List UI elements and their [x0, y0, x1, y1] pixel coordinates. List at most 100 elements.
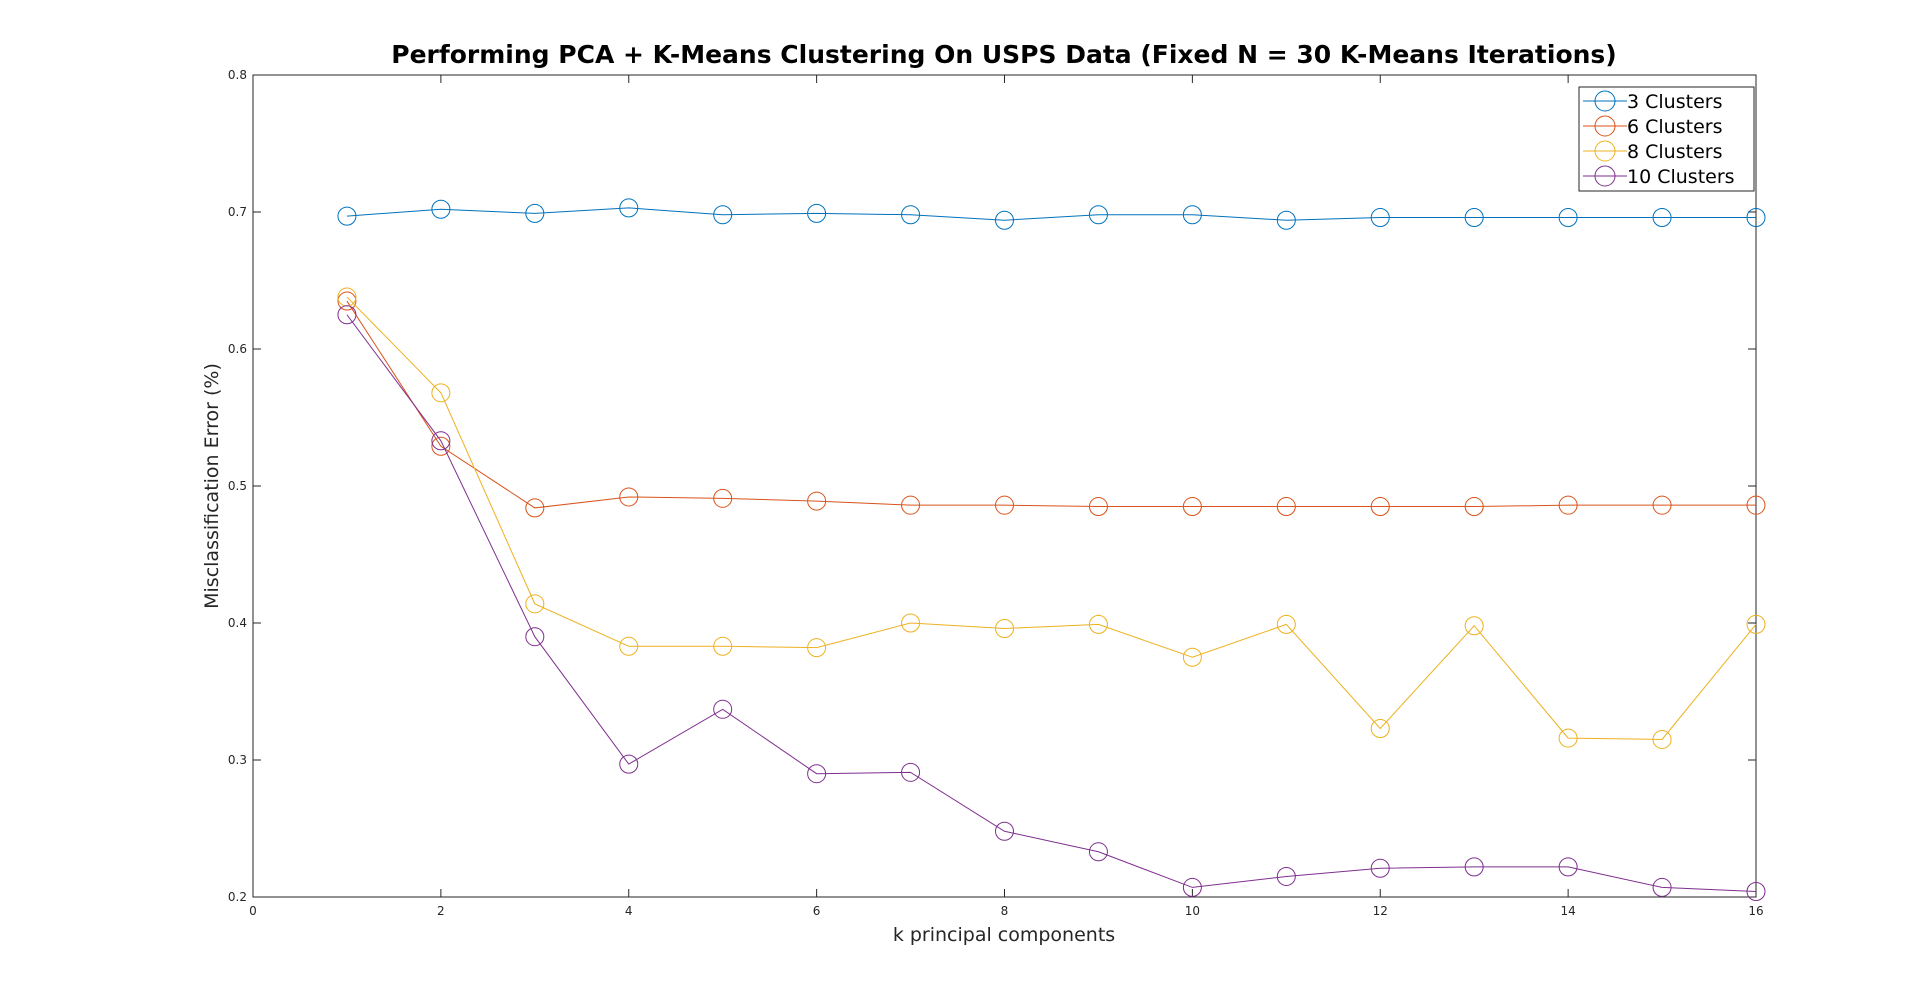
- legend-label: 8 Clusters: [1627, 141, 1722, 163]
- data-point: [1464, 616, 1484, 636]
- data-point: [713, 636, 733, 656]
- series-line: [346, 314, 1757, 893]
- data-point: [337, 291, 357, 311]
- y-tick-label: 0.5: [228, 479, 247, 493]
- data-point: [1652, 495, 1672, 515]
- legend: 3 Clusters 6 Clusters 8 Clusters 10 Cluster…: [1578, 86, 1755, 192]
- data-point: [1464, 207, 1484, 227]
- data-point: [1182, 497, 1202, 517]
- legend-label: 10 Clusters: [1627, 166, 1735, 188]
- data-point: [1182, 877, 1202, 897]
- y-tick-label: 0.6: [228, 342, 247, 356]
- data-point: [619, 487, 639, 507]
- legend-entry: 3 Clusters: [1583, 90, 1722, 113]
- series-line: [346, 207, 1756, 221]
- data-point: [1746, 207, 1766, 227]
- data-point: [1370, 718, 1390, 738]
- data-point: [431, 436, 451, 456]
- series-1: [337, 198, 1766, 230]
- data-point: [1088, 205, 1108, 225]
- x-tick-label: 10: [1185, 904, 1200, 918]
- legend-marker: [1594, 90, 1616, 112]
- data-point: [1558, 857, 1578, 877]
- data-point: [431, 383, 451, 403]
- data-point: [1652, 877, 1672, 897]
- x-tick-label: 6: [813, 904, 821, 918]
- y-tick-label: 0.2: [228, 890, 247, 904]
- series-layer: [337, 198, 1766, 902]
- data-point: [713, 699, 733, 719]
- plot-area: [252, 74, 1757, 898]
- data-point: [807, 203, 827, 223]
- data-point: [995, 821, 1014, 841]
- data-point: [619, 636, 639, 656]
- series-3: [337, 287, 1766, 749]
- data-point: [1276, 614, 1296, 634]
- data-point: [1558, 207, 1578, 227]
- data-point: [1464, 497, 1484, 517]
- x-tick-label: 8: [1001, 904, 1009, 918]
- data-point: [1558, 495, 1578, 515]
- axes-box: [252, 74, 1757, 898]
- legend-box: [1578, 86, 1755, 192]
- data-point: [1276, 866, 1296, 886]
- data-point: [1464, 857, 1484, 877]
- legend-marker: [1594, 165, 1616, 187]
- data-point: [1088, 497, 1108, 517]
- x-tick-label: 2: [437, 904, 445, 918]
- data-point: [901, 205, 921, 225]
- data-point: [619, 198, 639, 218]
- data-point: [525, 498, 545, 518]
- legend-label: 3 Clusters: [1627, 91, 1722, 113]
- y-tick-label: 0.4: [228, 616, 247, 630]
- series-line: [346, 300, 1756, 509]
- y-tick-label: 0.8: [228, 68, 247, 82]
- series-2: [337, 291, 1766, 518]
- x-tick-label: 4: [625, 904, 633, 918]
- data-point: [431, 431, 451, 451]
- data-point: [901, 613, 921, 633]
- data-point: [1370, 207, 1390, 227]
- data-point: [1370, 497, 1390, 517]
- legend-label: 6 Clusters: [1627, 116, 1722, 138]
- y-tick-label: 0.3: [228, 753, 247, 767]
- data-point: [525, 203, 545, 223]
- data-point: [1652, 207, 1672, 227]
- data-point: [337, 305, 357, 325]
- legend-entry: 10 Clusters: [1583, 165, 1735, 188]
- y-axis-label: Misclassification Error (%): [201, 363, 223, 609]
- data-point: [995, 210, 1014, 230]
- data-point: [1088, 614, 1108, 634]
- data-point: [1746, 495, 1766, 515]
- data-point: [619, 754, 639, 774]
- series-4: [337, 305, 1766, 902]
- x-tick-label: 16: [1748, 904, 1763, 918]
- data-point: [1652, 729, 1672, 749]
- x-tick-label: 14: [1560, 904, 1575, 918]
- data-point: [1370, 858, 1390, 878]
- data-point: [1276, 210, 1296, 230]
- x-axis-label: k principal components: [893, 924, 1115, 946]
- data-point: [431, 199, 451, 219]
- data-point: [901, 495, 921, 515]
- legend-entry: 6 Clusters: [1583, 115, 1722, 138]
- data-point: [525, 627, 545, 647]
- data-point: [1746, 614, 1766, 634]
- legend-marker: [1594, 140, 1616, 162]
- axis-ticks: 0 2 4 6 8 10 12 14 16 0.2 0.3 0.4 0.5 0.6 0.7 0.8: [228, 68, 1764, 918]
- data-point: [901, 762, 921, 782]
- chart-title: Performing PCA + K-Means Clustering On U…: [391, 40, 1616, 69]
- data-point: [713, 205, 733, 225]
- data-point: [1182, 647, 1202, 667]
- data-point: [807, 491, 827, 511]
- data-point: [525, 594, 545, 614]
- data-point: [1182, 205, 1202, 225]
- data-point: [1088, 842, 1108, 862]
- x-tick-label: 12: [1373, 904, 1388, 918]
- legend-marker: [1594, 115, 1616, 137]
- data-point: [995, 618, 1014, 638]
- series-line: [346, 296, 1757, 740]
- data-point: [337, 206, 357, 226]
- data-point: [807, 638, 827, 658]
- data-point: [1558, 728, 1578, 748]
